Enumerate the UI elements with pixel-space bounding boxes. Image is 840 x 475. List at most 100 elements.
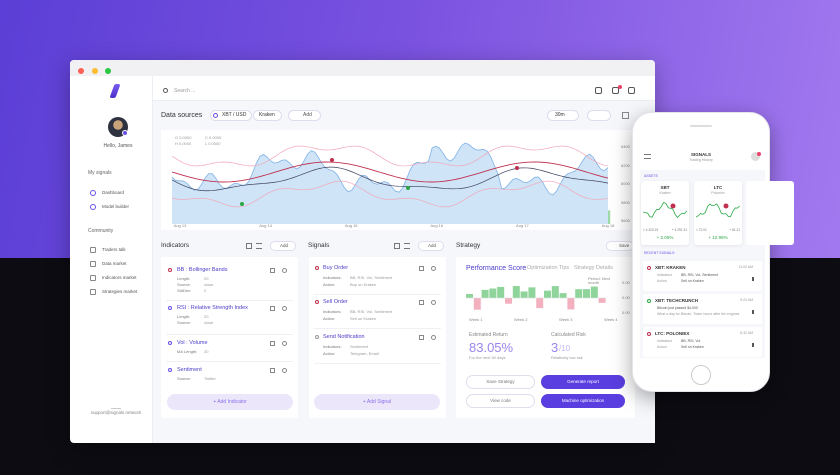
remove-icon[interactable] [431,300,436,305]
add-button[interactable]: Add [428,243,437,248]
bell-icon[interactable] [595,87,602,94]
window-dot[interactable] [92,68,98,74]
menu-icon [90,275,96,281]
remove-icon[interactable] [282,268,287,273]
signal-card[interactable] [643,327,762,357]
signal-field-value: Sell on Kraken [681,279,704,283]
menu-icon[interactable] [628,87,635,94]
menu-item[interactable]: Model builder [102,204,130,209]
search-input[interactable]: Search ... [174,88,196,94]
search-icon [163,88,168,93]
signal-card[interactable] [643,261,762,291]
remove-icon[interactable] [431,266,436,271]
menu-item[interactable]: Data market [102,261,127,266]
edit-icon[interactable] [419,266,424,271]
phone-subtitle: Trading History [689,158,713,162]
phone-section-label: RECENT SIGNALS [644,251,675,255]
menu-item[interactable]: Traders talk [102,247,126,252]
signal-title: XBT: TECHCRUNCH [655,298,698,303]
signal-name[interactable]: Send Notification [323,334,365,340]
item-divider [166,334,293,335]
remove-icon[interactable] [282,368,287,373]
asset-card[interactable] [746,181,794,245]
phone-profile[interactable] [751,152,760,161]
status-dot [168,268,172,272]
view-icon[interactable] [394,243,400,249]
indicator-name[interactable]: BB : Bollinger Bands [177,267,228,273]
add-pill[interactable] [288,110,321,121]
graphic [172,142,611,224]
edit-icon[interactable] [270,341,275,346]
upper-band [172,145,609,167]
field-label: Indicators: [323,344,342,349]
phone-profile-dot [757,152,761,156]
edit-icon[interactable] [270,368,275,373]
interval: 30m [555,112,565,118]
remove-icon[interactable] [431,335,436,340]
signal-field-label: Action [657,279,667,283]
tab[interactable]: Optimization Tips [527,265,570,271]
pair-pill[interactable] [210,110,252,121]
signal-name[interactable]: Sell Order [323,299,348,305]
score-label: 0.00 [622,295,630,300]
add-pill[interactable] [418,241,444,251]
fullscreen-icon[interactable] [622,112,629,119]
tab-active[interactable]: Performance Score [466,265,527,272]
strategy-button[interactable] [466,394,535,408]
tab[interactable]: Strategy Details [574,265,613,271]
save-button[interactable]: Save [619,243,630,248]
add-pill[interactable] [270,241,296,251]
metric-value: 3 [551,340,559,355]
phone-menu-icon[interactable] [644,154,651,159]
interval-pill[interactable] [547,110,579,121]
asset-change: + 12.95% [708,235,728,240]
item-divider [166,361,293,362]
score-bar [575,289,583,298]
metric-note: Relatively low risk [551,355,583,360]
asset-change: + 2.05% [656,235,674,240]
strategy-button[interactable] [466,375,535,389]
add-signal-button[interactable] [314,394,440,410]
strategy-button[interactable] [541,394,625,408]
metric-label: Estimated Return [469,332,508,338]
exchange-pill[interactable] [253,110,282,121]
menu-item[interactable]: Dashboard [102,190,125,195]
indicator-name[interactable]: Sentiment [177,367,202,373]
edit-icon[interactable] [419,300,424,305]
signal-title: LTC: POLONIEX [655,331,690,336]
edit-icon[interactable] [419,335,424,340]
view-icon[interactable] [246,243,252,249]
signal-marker [330,158,334,162]
add-indicator-button[interactable] [167,394,293,410]
field-label: Length: [177,276,191,281]
phone-home-button[interactable] [691,365,711,385]
signal-dot [647,332,651,336]
chart-type-pill[interactable] [587,110,611,121]
asset-card[interactable] [694,181,742,245]
signal-marker [406,186,410,190]
panel-card [161,257,298,418]
remove-icon[interactable] [282,341,287,346]
score-bar [583,289,590,298]
messages-icon[interactable] [612,87,619,94]
signal-card[interactable] [643,294,762,324]
indicator-name[interactable]: RSI : Relative Strength Index [177,305,248,311]
remove-icon[interactable] [282,306,287,311]
date-label: Aug 17 [516,223,529,228]
edit-icon[interactable] [270,306,275,311]
item-divider [314,294,441,295]
menu-item[interactable]: Indicators market [102,275,137,280]
signal-name[interactable]: Buy Order [323,265,349,271]
window-dot[interactable] [105,68,111,74]
menu-item[interactable]: Strategies market [102,289,138,294]
indicator-name[interactable]: Vol : Volume [177,340,208,346]
add-button[interactable]: Add [280,243,289,248]
edit-icon[interactable] [270,268,275,273]
panel-title: Indicators [161,242,190,249]
list-icon[interactable] [256,243,262,249]
support-email: support@signals.network [90,410,142,415]
list-icon[interactable] [404,243,410,249]
window-dot[interactable] [78,68,84,74]
asset-card[interactable] [641,181,689,245]
strategy-button[interactable] [541,375,625,389]
